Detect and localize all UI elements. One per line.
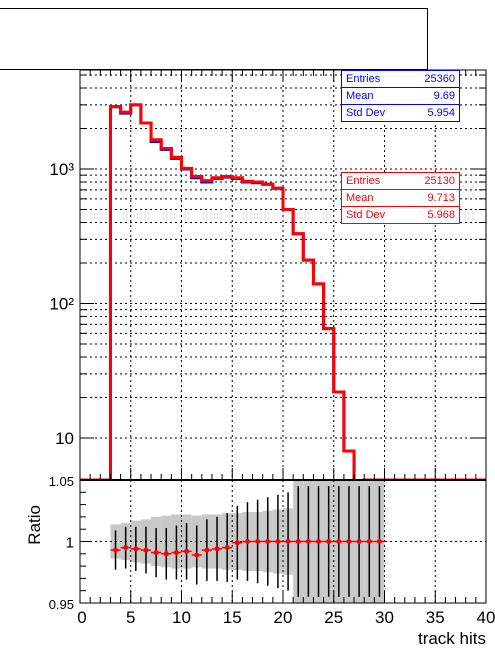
x-axis-label: track hits <box>418 629 486 648</box>
data-point <box>255 539 261 544</box>
stats-row-stddev: Std Dev 5.954 <box>342 105 459 121</box>
data-point <box>184 548 190 554</box>
stats-label: Std Dev <box>346 209 386 221</box>
data-point <box>204 547 210 553</box>
stats-row-entries: Entries 25130 <box>342 173 459 190</box>
stats-label: Mean <box>346 192 374 204</box>
stats-row-stddev: Std Dev 5.968 <box>342 207 459 223</box>
histogram-series <box>80 103 486 480</box>
y-tick-label: 10 <box>55 429 74 448</box>
ratio-panel: 0.95 1 1.05 0 5 10 15 20 25 30 35 40 track hits Ratio <box>25 474 495 648</box>
x-tick-label: 40 <box>477 608 495 627</box>
stats-value: 25360 <box>424 73 455 85</box>
data-point <box>143 547 149 553</box>
main-panel: 10 10² 10³ <box>49 69 487 481</box>
x-tick-label: 0 <box>77 608 86 627</box>
data-point <box>244 539 250 544</box>
histogram-series <box>80 103 486 480</box>
x-tick-label: 30 <box>375 608 394 627</box>
x-tick-label: 20 <box>274 608 293 627</box>
y-tick-label: 10³ <box>49 160 74 179</box>
data-point <box>214 546 220 552</box>
data-point <box>123 545 129 551</box>
data-point <box>173 550 179 556</box>
stats-row-mean: Mean 9.713 <box>342 190 459 207</box>
data-point <box>285 539 291 544</box>
stats-label: Std Dev <box>346 107 386 119</box>
data-point <box>234 540 240 546</box>
x-tick-label: 35 <box>426 608 445 627</box>
data-point <box>113 547 119 553</box>
data-point <box>326 539 332 544</box>
stats-value: 25130 <box>424 175 455 187</box>
data-point <box>336 539 342 544</box>
data-point <box>153 550 159 556</box>
data-point <box>305 539 311 544</box>
data-point <box>265 539 271 544</box>
x-tick-label: 25 <box>324 608 343 627</box>
data-point <box>163 551 169 557</box>
stats-value: 5.968 <box>427 209 455 221</box>
data-point <box>133 546 139 552</box>
stats-box-red: Entries 25130 Mean 9.713 Std Dev 5.968 <box>341 172 460 224</box>
stats-value: 9.713 <box>427 192 455 204</box>
stats-label: Entries <box>346 73 381 85</box>
data-point <box>346 539 352 544</box>
x-tick-label: 10 <box>172 608 191 627</box>
stats-box-blue: Entries 25360 Mean 9.69 Std Dev 5.954 <box>341 70 460 122</box>
stats-label: Entries <box>346 175 381 187</box>
data-point <box>356 539 362 544</box>
stats-row-mean: Mean 9.69 <box>342 88 459 105</box>
stats-row-entries: Entries 25360 <box>342 71 459 88</box>
title-box <box>0 8 428 70</box>
y-tick-label: 1.05 <box>49 474 74 489</box>
stats-value: 9.69 <box>433 90 455 102</box>
data-point <box>295 539 301 544</box>
data-point <box>224 545 230 551</box>
data-point <box>376 539 382 544</box>
stats-label: Mean <box>346 90 374 102</box>
y-tick-label: 1 <box>66 535 74 552</box>
y-axis-label: Ratio <box>25 505 44 545</box>
data-point <box>316 539 322 544</box>
x-tick-label: 15 <box>223 608 242 627</box>
y-tick-label: 10² <box>49 295 74 314</box>
data-point <box>194 552 200 558</box>
y-tick-label: 0.95 <box>49 597 74 612</box>
data-point <box>366 539 372 544</box>
stats-value: 5.954 <box>427 107 455 119</box>
x-tick-label: 5 <box>126 608 135 627</box>
data-point <box>275 539 281 544</box>
